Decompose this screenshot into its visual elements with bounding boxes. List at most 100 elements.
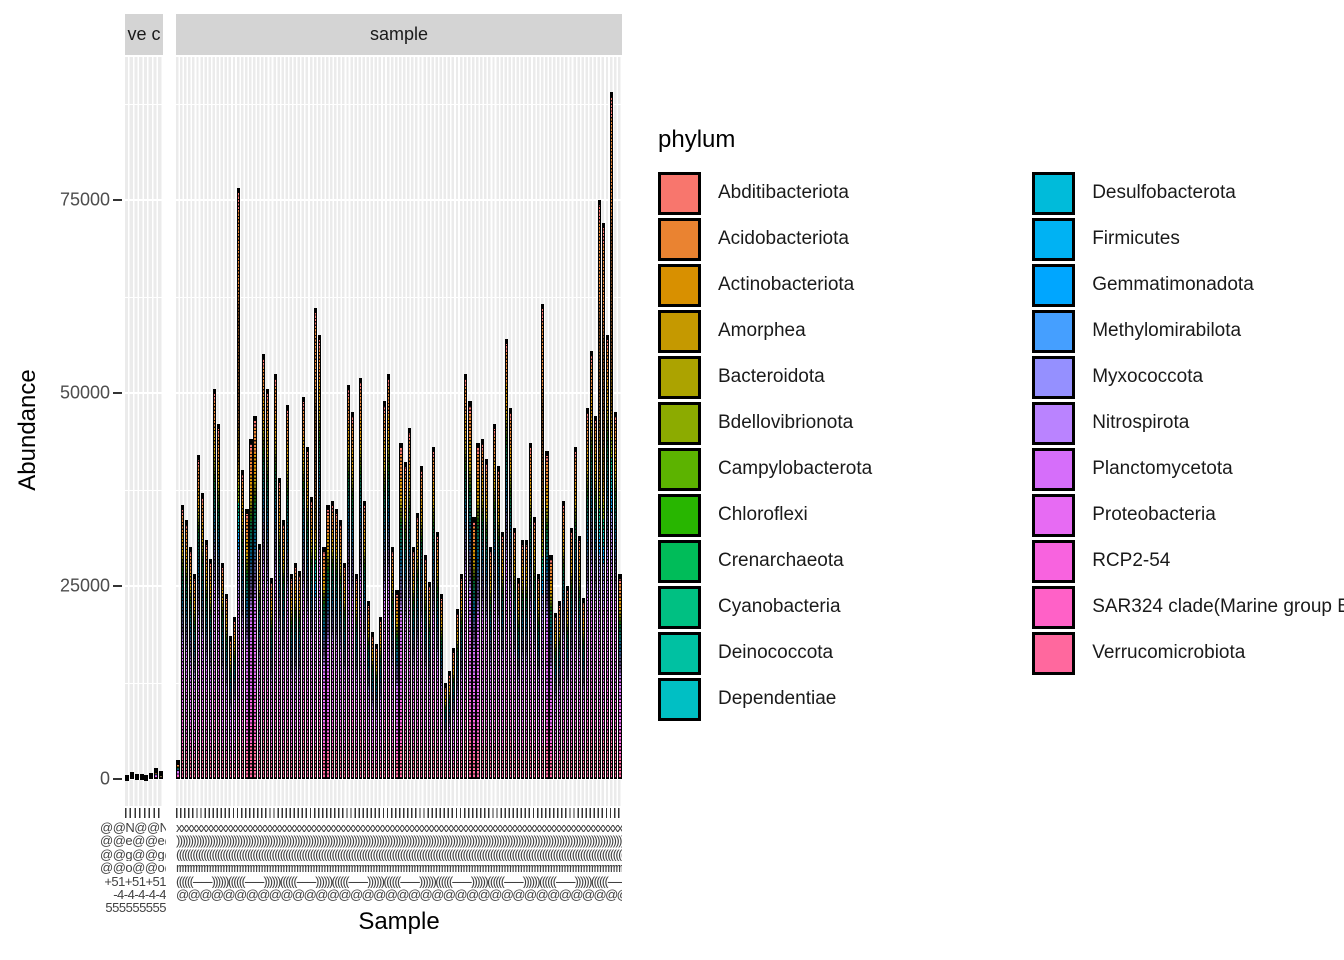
legend-label: Verrucomicrobiota: [1092, 642, 1246, 663]
stacked-bar: [277, 477, 281, 779]
legend-label: Acidobacteriota: [718, 228, 849, 249]
legend-key-swatch: [658, 631, 701, 675]
stacked-bar: [569, 528, 573, 779]
stacked-bar: [435, 531, 440, 779]
stacked-bar: [590, 350, 594, 779]
stacked-bar: [294, 562, 298, 779]
gridline-major: [176, 392, 622, 395]
stacked-bar: [618, 574, 622, 779]
legend-item: Gemmatimonadota: [1032, 262, 1344, 308]
stacked-bar: [525, 539, 529, 779]
legend-item: Verrucomicrobiota: [1032, 630, 1344, 676]
gridline-major: [125, 778, 163, 781]
stacked-bar: [504, 338, 508, 779]
gridline-minor: [125, 682, 163, 684]
legend-key-swatch: [1032, 355, 1076, 399]
legend-label: Bdellovibrionota: [718, 412, 854, 433]
legend-key-swatch: [658, 355, 701, 399]
stacked-bar: [549, 555, 553, 779]
y-tick-mark: [113, 585, 122, 587]
legend-item: Desulfobacterota: [1032, 170, 1344, 216]
stacked-bar: [492, 423, 496, 779]
legend-label: Cyanobacteria: [718, 596, 841, 617]
legend-item: Amorphea: [658, 308, 872, 354]
legend-key-swatch: [1032, 447, 1076, 491]
stacked-bar: [144, 775, 149, 782]
stacked-bar: [261, 354, 265, 779]
legend-key-swatch: [1032, 217, 1076, 261]
stacked-bar: [537, 574, 541, 779]
stacked-bar: [346, 385, 350, 779]
legend-label: Abditibacteriota: [718, 182, 849, 203]
stacked-bar: [545, 450, 549, 779]
stacked-bar: [139, 774, 144, 781]
x-axis-label-row: @@g@@g@@g: [100, 847, 166, 862]
stacked-bar: [204, 539, 208, 779]
stacked-bar: [253, 416, 257, 779]
gridline-minor: [176, 489, 622, 491]
bars-layer: [125, 57, 163, 806]
stacked-bar: [225, 593, 229, 779]
stacked-bar: [456, 609, 460, 779]
stacked-bar: [302, 396, 306, 779]
stacked-bar: [233, 616, 237, 779]
stacked-bar: [602, 223, 606, 779]
legend-key-swatch: [658, 217, 701, 261]
y-axis-title: Abundance: [14, 369, 41, 491]
stacked-bar: [318, 335, 322, 779]
legend-label: Dependentiae: [718, 688, 837, 709]
stacked-bar: [216, 423, 221, 779]
stacked-bar: [322, 547, 326, 779]
legend-item: Nitrospirota: [1032, 400, 1344, 446]
legend-label: Gemmatimonadota: [1092, 274, 1254, 295]
stacked-bar: [314, 308, 318, 779]
y-tick-mark: [113, 392, 122, 394]
stacked-bar: [176, 759, 180, 779]
stacked-bar: [367, 601, 371, 779]
stacked-bar: [423, 555, 427, 779]
stacked-bar: [606, 335, 610, 779]
legend-title: phylum: [658, 126, 736, 153]
stacked-bar: [180, 504, 184, 779]
legend-key-swatch: [1032, 539, 1076, 583]
legend-key-swatch: [1032, 401, 1076, 445]
stacked-bar: [306, 447, 310, 779]
stacked-bar: [281, 520, 285, 779]
stacked-bar: [285, 404, 290, 779]
facet-strip-negative-control: ve c: [125, 14, 163, 55]
stacked-bar: [153, 768, 158, 779]
legend-label: Methylomirabilota: [1092, 320, 1242, 341]
bars-layer: [176, 57, 622, 806]
stacked-bar: [371, 632, 375, 779]
legend-label: Actinobacteriota: [718, 274, 855, 295]
stacked-bar: [196, 454, 200, 779]
legend-label: Campylobacterota: [718, 458, 873, 479]
stacked-bar: [134, 773, 139, 780]
stacked-bar: [192, 574, 196, 779]
legend-key-swatch: [1032, 493, 1076, 537]
legend-key-swatch: [658, 263, 701, 307]
legend-label: Myxococcota: [1092, 366, 1204, 387]
legend-label: Chloroflexi: [718, 504, 808, 525]
stacked-bar: [125, 775, 130, 782]
stacked-bar: [310, 497, 314, 779]
stacked-bar: [517, 578, 521, 779]
legend-item: Methylomirabilota: [1032, 308, 1344, 354]
stacked-bar: [158, 770, 163, 779]
stacked-bar: [338, 520, 342, 779]
facet-strip-label: ve c: [127, 24, 161, 44]
legend-item: Campylobacterota: [658, 446, 872, 492]
facet-panel-sample: [176, 57, 622, 806]
y-tick-mark: [113, 199, 122, 201]
gridline-minor: [125, 103, 163, 105]
legend-key-swatch: [1032, 263, 1076, 307]
gridline-major: [176, 778, 622, 781]
legend-label: Amorphea: [718, 320, 806, 341]
x-axis-label-row: ))))))))))))))))))))))))))))))))))))))))…: [176, 834, 622, 848]
stacked-bar: [326, 504, 330, 779]
legend-item: Cyanobacteria: [658, 584, 872, 630]
legend-label: Proteobacteria: [1092, 504, 1216, 525]
stacked-bar: [334, 508, 338, 779]
gridline-minor: [125, 489, 163, 491]
legend-item: Acidobacteriota: [658, 216, 872, 262]
